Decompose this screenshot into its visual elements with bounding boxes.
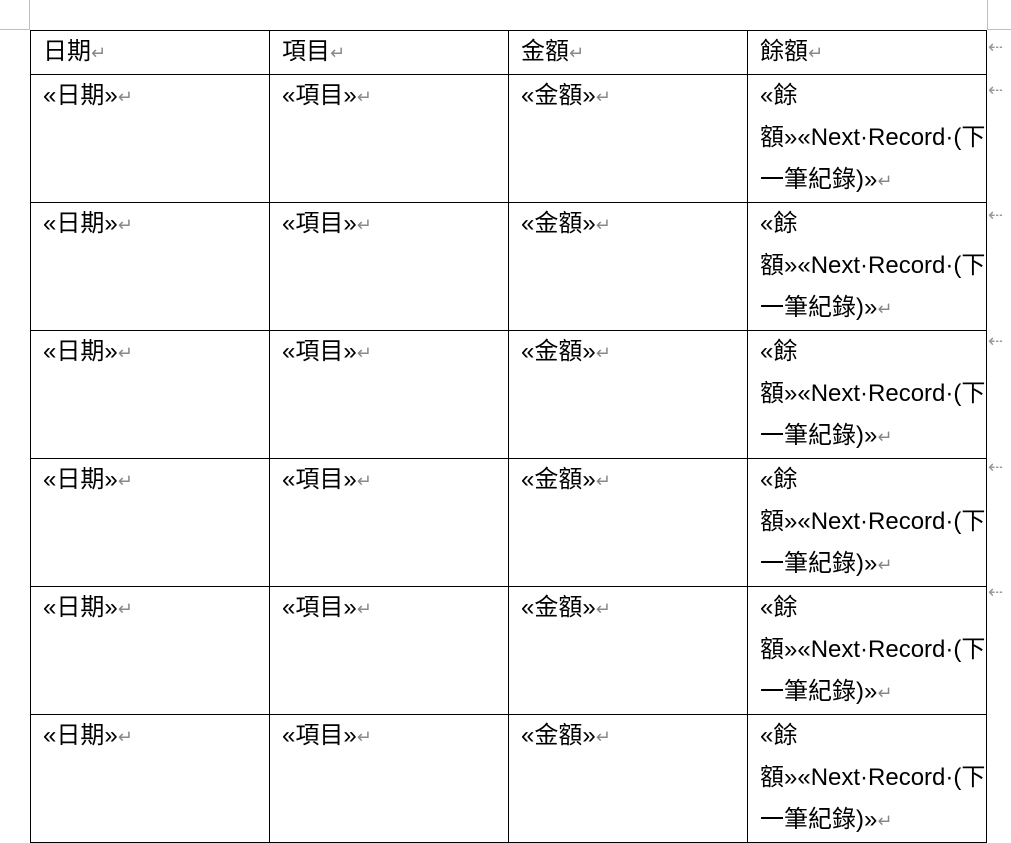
- merge-field-cell[interactable]: «日期»↵: [30, 330, 270, 459]
- merge-field-cell[interactable]: «項目»↵: [269, 74, 509, 203]
- header-cell[interactable]: 日期↵: [30, 30, 270, 75]
- merge-field: «金額»: [521, 722, 596, 749]
- margin-corner-mark: [987, 29, 1011, 30]
- merge-field-cell[interactable]: «餘額»«Next·Record·(下一筆紀錄)»↵: [747, 74, 987, 203]
- paragraph-mark-icon: ↵: [356, 87, 372, 107]
- row-end-mark-icon: ⇠: [988, 457, 1004, 477]
- merge-field: «金額»: [521, 338, 596, 365]
- merge-field: «項目»: [282, 594, 357, 621]
- table-row: «日期»↵ «項目»↵ «金額»↵ «餘額»«Next·Record·(下一筆紀錄)»…: [30, 714, 987, 843]
- merge-field-cell[interactable]: «項目»↵: [269, 586, 509, 715]
- paragraph-mark-icon: ↵: [117, 87, 133, 107]
- paragraph-mark-icon: ↵: [569, 43, 585, 63]
- paragraph-mark-icon: ↵: [808, 43, 824, 63]
- paragraph-mark-icon: ↵: [356, 215, 372, 235]
- merge-field-cell[interactable]: «項目»↵: [269, 330, 509, 459]
- row-end-mark-icon: ⇠: [988, 582, 1004, 602]
- paragraph-mark-icon: ↵: [91, 43, 107, 63]
- merge-field-cell[interactable]: «日期»↵: [30, 458, 270, 587]
- paragraph-mark-icon: ↵: [595, 471, 611, 491]
- table-row: «日期»↵ «項目»↵ «金額»↵ «餘額»«Next·Record·(下一筆紀錄)»…: [30, 74, 987, 203]
- merge-field: «日期»: [43, 82, 118, 109]
- paragraph-mark-icon: ↵: [117, 599, 133, 619]
- paragraph-mark-icon: ↵: [595, 599, 611, 619]
- merge-field-cell[interactable]: «金額»↵: [508, 202, 748, 331]
- paragraph-mark-icon: ↵: [356, 471, 372, 491]
- paragraph-mark-icon: ↵: [877, 299, 893, 319]
- merge-field: «日期»: [43, 466, 118, 493]
- margin-corner-mark: [987, 0, 988, 30]
- merge-field: «日期»: [43, 338, 118, 365]
- header-cell[interactable]: 項目↵: [269, 30, 509, 75]
- margin-corner-mark: [0, 29, 30, 30]
- row-end-mark-icon: ⇠: [988, 37, 1004, 57]
- merge-field-cell[interactable]: «金額»↵: [508, 714, 748, 843]
- merge-field-cell[interactable]: «餘額»«Next·Record·(下一筆紀錄)»↵: [747, 586, 987, 715]
- paragraph-mark-icon: ↵: [117, 727, 133, 747]
- merge-field-cell[interactable]: «日期»↵: [30, 714, 270, 843]
- paragraph-mark-icon: ↵: [877, 811, 893, 831]
- merge-field-cell[interactable]: «日期»↵: [30, 202, 270, 331]
- merge-field: «餘額»«Next·Record·(下一筆紀錄)»: [760, 722, 986, 833]
- merge-field-cell[interactable]: «金額»↵: [508, 74, 748, 203]
- paragraph-mark-icon: ↵: [330, 43, 346, 63]
- merge-field: «項目»: [282, 338, 357, 365]
- paragraph-mark-icon: ↵: [356, 727, 372, 747]
- merge-field: «日期»: [43, 210, 118, 237]
- row-end-mark-icon: ⇠: [988, 331, 1004, 351]
- paragraph-mark-icon: ↵: [356, 343, 372, 363]
- merge-field: «金額»: [521, 210, 596, 237]
- merge-field-cell[interactable]: «日期»↵: [30, 586, 270, 715]
- paragraph-mark-icon: ↵: [356, 599, 372, 619]
- table-row: «日期»↵ «項目»↵ «金額»↵ «餘額»«Next·Record·(下一筆紀錄)»…: [30, 586, 987, 715]
- paragraph-mark-icon: ↵: [595, 343, 611, 363]
- table-row: «日期»↵ «項目»↵ «金額»↵ «餘額»«Next·Record·(下一筆紀錄)»…: [30, 202, 987, 331]
- merge-field: «金額»: [521, 594, 596, 621]
- margin-corner-mark: [29, 0, 30, 30]
- header-cell[interactable]: 金額↵: [508, 30, 748, 75]
- paragraph-mark-icon: ↵: [877, 171, 893, 191]
- merge-field: «餘額»«Next·Record·(下一筆紀錄)»: [760, 210, 986, 321]
- table-row: «日期»↵ «項目»↵ «金額»↵ «餘額»«Next·Record·(下一筆紀錄)»…: [30, 330, 987, 459]
- merge-field: «餘額»«Next·Record·(下一筆紀錄)»: [760, 82, 986, 193]
- paragraph-mark-icon: ↵: [117, 471, 133, 491]
- paragraph-mark-icon: ↵: [117, 215, 133, 235]
- merge-field-cell[interactable]: «餘額»«Next·Record·(下一筆紀錄)»↵: [747, 458, 987, 587]
- row-end-mark-icon: ⇠: [988, 205, 1004, 225]
- merge-field-cell[interactable]: «金額»↵: [508, 586, 748, 715]
- paragraph-mark-icon: ↵: [877, 555, 893, 575]
- merge-field: «餘額»«Next·Record·(下一筆紀錄)»: [760, 338, 986, 449]
- merge-field: «日期»: [43, 594, 118, 621]
- paragraph-mark-icon: ↵: [117, 343, 133, 363]
- paragraph-mark-icon: ↵: [595, 215, 611, 235]
- merge-field-cell[interactable]: «項目»↵: [269, 458, 509, 587]
- merge-field-cell[interactable]: «日期»↵: [30, 74, 270, 203]
- table-row: «日期»↵ «項目»↵ «金額»↵ «餘額»«Next·Record·(下一筆紀錄)»…: [30, 458, 987, 587]
- merge-field-cell[interactable]: «項目»↵: [269, 202, 509, 331]
- merge-field: «餘額»«Next·Record·(下一筆紀錄)»: [760, 466, 986, 577]
- mail-merge-table: 日期↵ 項目↵ 金額↵ 餘額↵ «日期»↵ «項目»↵ «金額»↵ «餘額»«Next…: [30, 30, 987, 843]
- row-end-mark-icon: ⇠: [988, 80, 1004, 100]
- merge-field: «金額»: [521, 466, 596, 493]
- merge-field-cell[interactable]: «金額»↵: [508, 458, 748, 587]
- paragraph-mark-icon: ↵: [877, 683, 893, 703]
- paragraph-mark-icon: ↵: [595, 727, 611, 747]
- merge-field-cell[interactable]: «項目»↵: [269, 714, 509, 843]
- merge-field-cell[interactable]: «金額»↵: [508, 330, 748, 459]
- merge-field: «日期»: [43, 722, 118, 749]
- merge-field-cell[interactable]: «餘額»«Next·Record·(下一筆紀錄)»↵: [747, 330, 987, 459]
- merge-field: «項目»: [282, 722, 357, 749]
- merge-field: «項目»: [282, 82, 357, 109]
- merge-field: «項目»: [282, 210, 357, 237]
- merge-field: «金額»: [521, 82, 596, 109]
- paragraph-mark-icon: ↵: [877, 427, 893, 447]
- merge-field: «餘額»«Next·Record·(下一筆紀錄)»: [760, 594, 986, 705]
- merge-field-cell[interactable]: «餘額»«Next·Record·(下一筆紀錄)»↵: [747, 202, 987, 331]
- paragraph-mark-icon: ↵: [595, 87, 611, 107]
- merge-field: «項目»: [282, 466, 357, 493]
- merge-field-cell[interactable]: «餘額»«Next·Record·(下一筆紀錄)»↵: [747, 714, 987, 843]
- header-cell[interactable]: 餘額↵: [747, 30, 987, 75]
- table-header-row: 日期↵ 項目↵ 金額↵ 餘額↵: [30, 30, 987, 75]
